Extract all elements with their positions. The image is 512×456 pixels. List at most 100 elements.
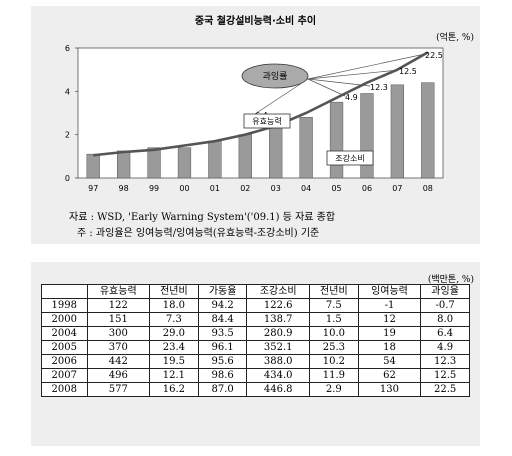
row-year-cell: 2007 <box>41 368 88 383</box>
table-cell: 12.1 <box>149 368 199 383</box>
table-cell: 96.1 <box>197 340 248 355</box>
table-cell: 122 <box>86 298 151 313</box>
y-tick-label: 6 <box>65 44 70 53</box>
table-cell: 12 <box>357 312 422 327</box>
x-tick-label: 00 <box>179 184 189 193</box>
table-row: 2004 300 29.0 93.5 280.9 10.0 19 6.4 <box>41 326 470 341</box>
table-cell: 12.3 <box>420 354 470 369</box>
x-tick-label: 97 <box>88 184 98 193</box>
table-cell: 94.2 <box>197 298 248 313</box>
table-cell: 151 <box>86 312 151 327</box>
column-header: 전년비 <box>149 284 199 299</box>
bar-mark <box>116 150 131 179</box>
bar-mark <box>329 101 344 179</box>
table-cell: 388.0 <box>246 354 310 369</box>
bar-mark <box>269 121 283 179</box>
table-cell: 84.4 <box>197 312 248 327</box>
table-unit: (백만톤, %) <box>427 275 474 285</box>
column-header: 가동율 <box>197 284 248 299</box>
table-cell: 25.3 <box>308 340 359 355</box>
x-tick-label: 07 <box>392 184 402 193</box>
row-year-cell: 2005 <box>41 340 88 355</box>
annotation-title: 과잉률 <box>263 70 288 82</box>
annotation-label: 4.9 <box>345 93 358 102</box>
x-tick-label: 05 <box>331 184 341 193</box>
column-header: 과잉율 <box>420 284 470 299</box>
table-panel: (백만톤, %) 유효능력 전년비 가동율 조강소비 전년비 잉여능력 과잉율 1998 12… <box>31 262 480 446</box>
bar-mark <box>177 147 192 179</box>
table-cell: 442 <box>86 354 151 369</box>
series-line <box>93 51 429 157</box>
table-cell: -1 <box>357 298 422 313</box>
x-tick-label: 03 <box>271 184 281 193</box>
column-header <box>41 284 88 299</box>
data-table: 유효능력 전년비 가동율 조강소비 전년비 잉여능력 과잉율 1998 122 18.0 94.2… <box>41 284 470 397</box>
table-cell: 280.9 <box>246 326 310 341</box>
table-cell: 122.6 <box>246 298 310 313</box>
table-cell: 87.0 <box>197 382 248 397</box>
x-tick-label: 04 <box>301 184 311 193</box>
table-cell: 6.4 <box>420 326 470 341</box>
table-cell: 62 <box>357 368 422 383</box>
annotation-label: 12.3 <box>370 83 388 92</box>
table-cell: 12.5 <box>420 368 470 383</box>
table-cell: 2.9 <box>308 382 359 397</box>
table-cell: 18 <box>357 340 422 355</box>
y-tick-label: 2 <box>65 131 70 140</box>
x-tick-label: 98 <box>119 184 129 193</box>
row-year-cell: 2004 <box>41 326 88 341</box>
bar-mark <box>390 84 405 179</box>
bar-mark <box>299 117 313 179</box>
x-tick-label: 06 <box>362 184 372 193</box>
series-label: 조강소비 <box>335 153 364 163</box>
table-row: 2008 577 16.2 87.0 446.8 2.9 130 22.5 <box>41 382 470 397</box>
annotation-leader <box>307 53 426 80</box>
table-cell: 54 <box>357 354 422 369</box>
bar-mark <box>86 153 100 179</box>
chart-title: 중국 철강설비능력·소비 추이 <box>194 16 317 27</box>
row-year-cell: 2008 <box>41 382 88 397</box>
table-cell: 19.5 <box>149 354 199 369</box>
table-header-row: 유효능력 전년비 가동율 조강소비 전년비 잉여능력 과잉율 <box>41 284 470 299</box>
table-cell: 10.0 <box>308 326 359 341</box>
table-cell: 16.2 <box>149 382 199 397</box>
table-cell: 93.5 <box>197 326 248 341</box>
table-cell: 29.0 <box>149 326 199 341</box>
chart-unit: (억톤, %) <box>436 33 474 43</box>
series-label-box <box>243 113 291 129</box>
table-cell: 11.9 <box>308 368 359 383</box>
series-label-box <box>326 150 374 166</box>
table-row: 2000 151 7.3 84.4 138.7 1.5 12 8.0 <box>41 312 470 327</box>
annotation-ellipse <box>241 63 309 89</box>
chart-svg: 0246979899000102030405060708과잉률6.44.912.… <box>65 44 444 193</box>
bar-mark <box>238 134 252 179</box>
table-cell: 130 <box>357 382 422 397</box>
x-tick-label: 08 <box>423 184 433 193</box>
row-year-cell: 2006 <box>41 354 88 369</box>
chart-panel: 0246979899000102030405060708과잉률6.44.912.… <box>31 6 480 244</box>
table-cell: 370 <box>86 340 151 355</box>
bar-mark <box>147 147 161 179</box>
table-cell: 10.2 <box>308 354 359 369</box>
table-cell: -0.7 <box>420 298 470 313</box>
series-label: 유효능력 <box>252 116 281 126</box>
table-cell: 23.4 <box>149 340 199 355</box>
table-cell: 8.0 <box>420 312 470 327</box>
bar-mark <box>208 140 222 179</box>
y-tick-label: 0 <box>65 174 70 183</box>
table-cell: 95.6 <box>197 354 248 369</box>
column-header: 조강소비 <box>246 284 310 299</box>
table-cell: 434.0 <box>246 368 310 383</box>
footnote: 주 : 과잉율은 잉여능력/잉여능력(유효능력-조강소비) 기준 <box>77 228 320 239</box>
y-tick-label: 4 <box>65 87 70 96</box>
row-year-cell: 2000 <box>41 312 88 327</box>
x-tick-label: 99 <box>149 184 159 193</box>
row-year-cell: 1998 <box>41 298 88 313</box>
annotation-leader <box>307 69 400 80</box>
table-row: 2005 370 23.4 96.1 352.1 25.3 18 4.9 <box>41 340 470 355</box>
table-cell: 1.5 <box>308 312 359 327</box>
annotation-leader <box>254 78 309 115</box>
x-tick-label: 01 <box>210 184 220 193</box>
table-cell: 4.9 <box>420 340 470 355</box>
table-cell: 138.7 <box>246 312 310 327</box>
